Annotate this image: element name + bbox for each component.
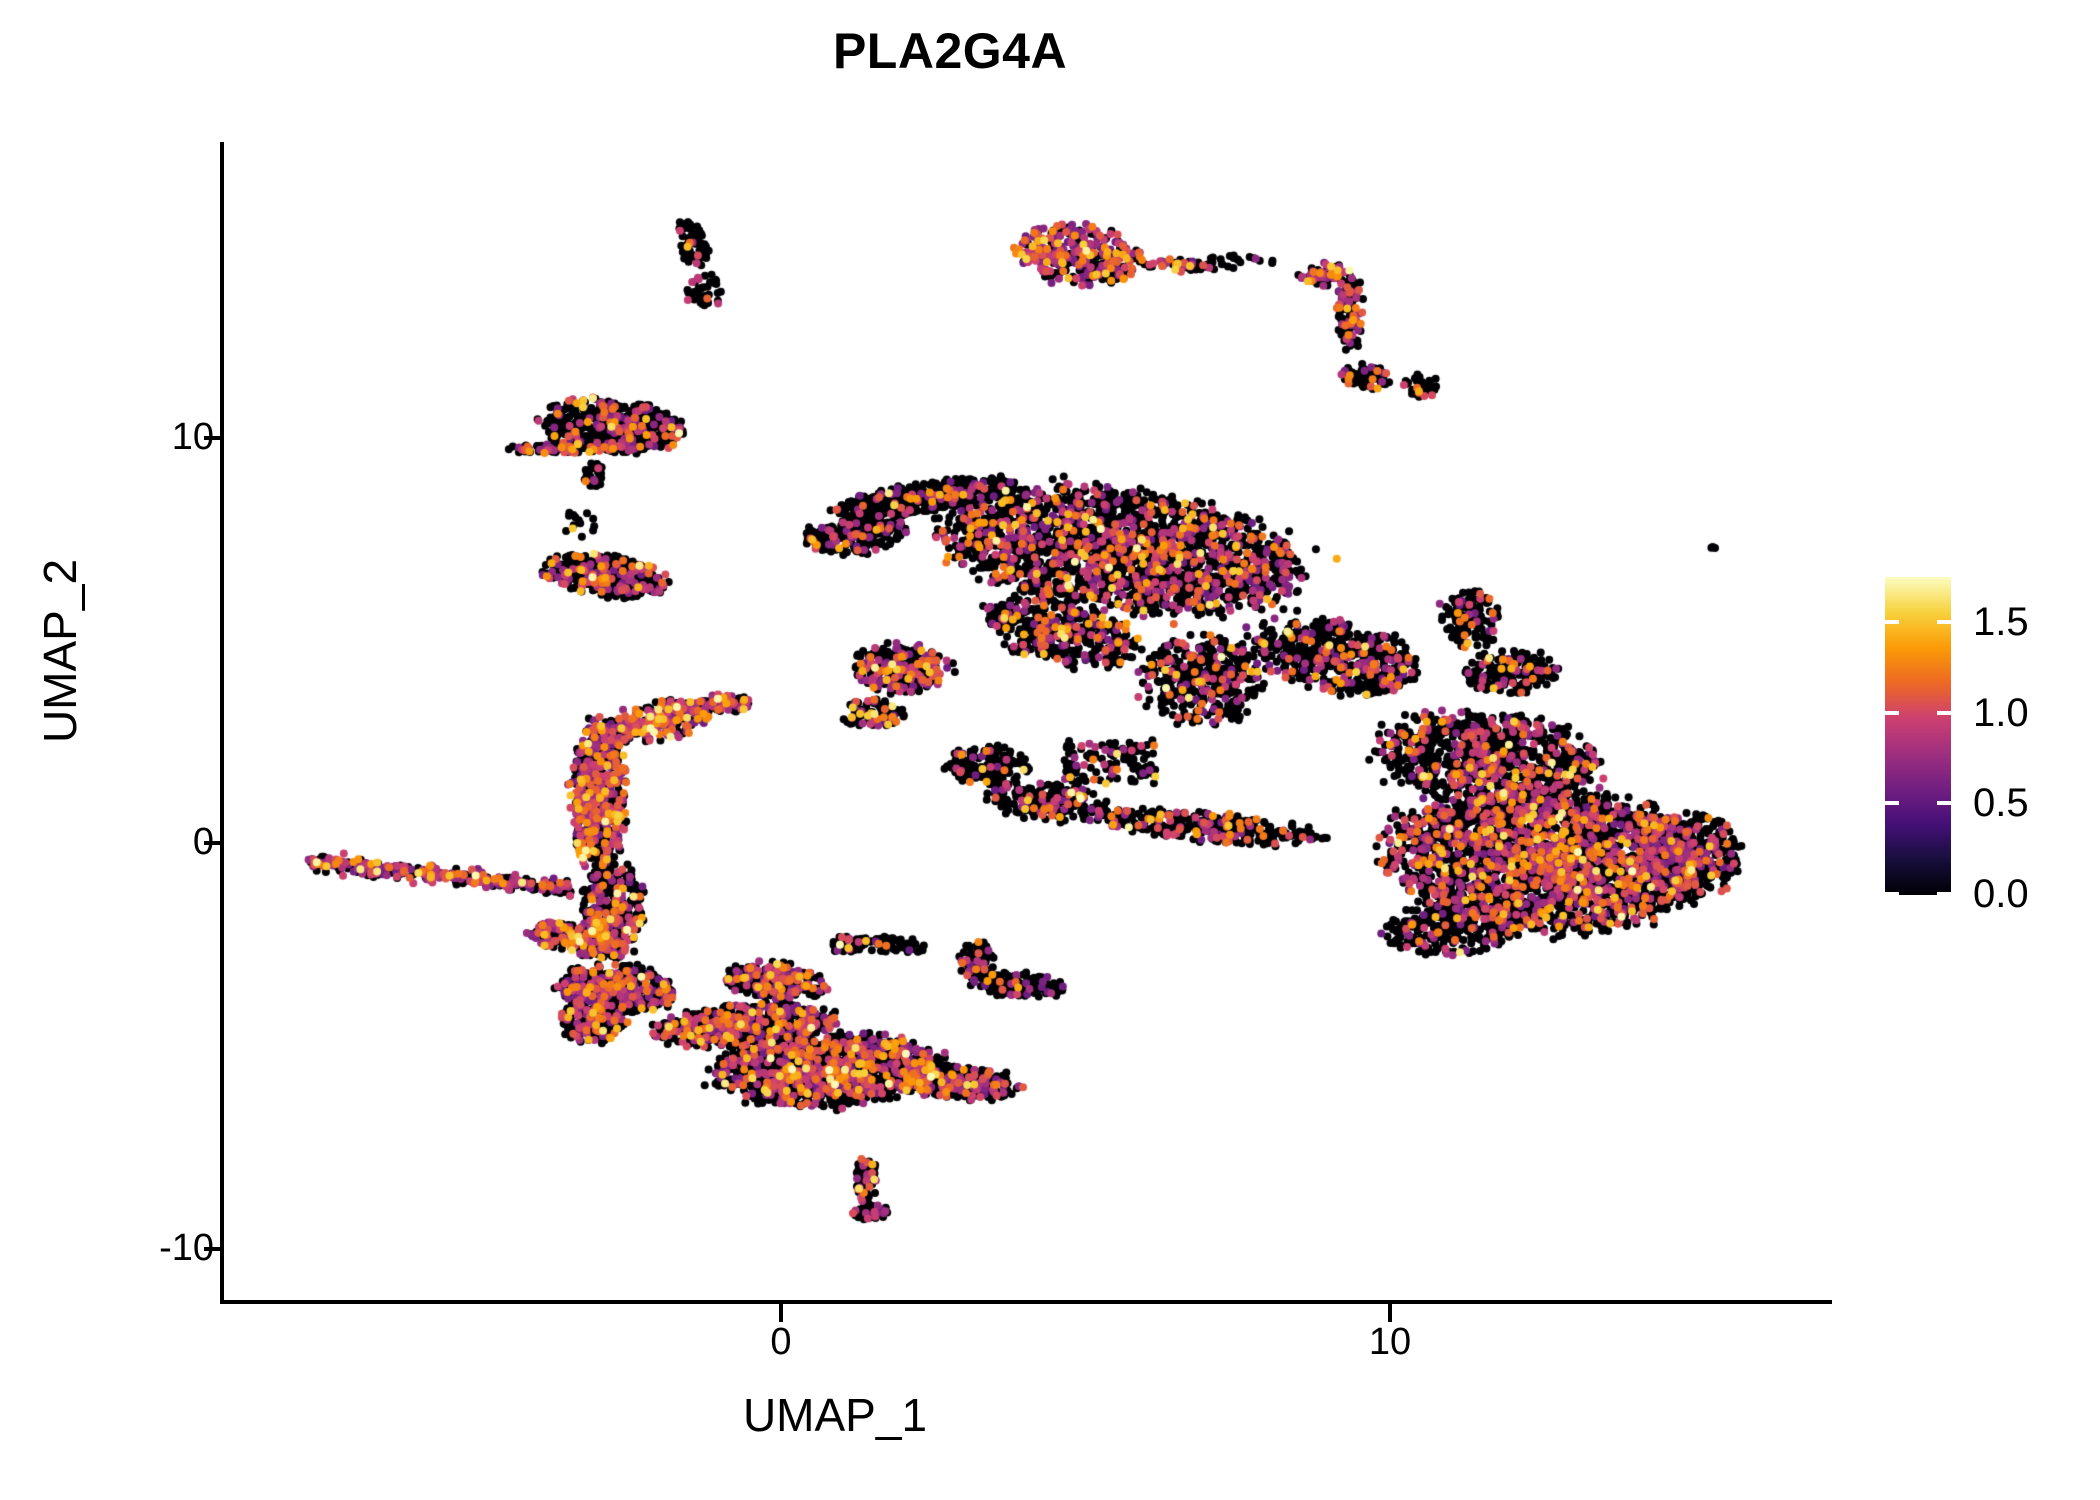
colorbar-tick-mark [1885,892,1951,896]
x-tick-label: 10 [1368,1321,1412,1363]
x-tick-mark [779,1304,783,1322]
y-tick-label: 0 [192,821,214,863]
colorbar-tick-label: 0.5 [1973,781,2029,825]
colorbar-tick-mark [1885,801,1951,805]
colorbar-tick-label: 1.0 [1973,691,2029,735]
x-axis-title-text: UMAP_1 [742,1389,928,1441]
colorbar-gradient [1885,577,1951,895]
y-tick-mark [204,435,222,440]
y-tick-label: -10 [159,1226,214,1269]
colorbar-tick-label: 0.0 [1973,872,2029,916]
x-tick-mark [1388,1304,1392,1322]
y-axis-line [220,142,224,1304]
x-tick-label: 0 [770,1321,792,1363]
x-axis-title: UMAP_1 [0,1388,2050,1442]
colorbar-tick-mark [1885,620,1951,624]
y-tick-mark [204,1246,222,1251]
y-tick-mark [204,841,222,845]
colorbar-tick-mark [1885,711,1951,715]
y-tick-label: 10 [171,415,214,458]
y-axis-title: UMAP_2 [34,558,86,744]
x-axis-line [220,1300,1832,1304]
colorbar-tick-label: 1.5 [1973,600,2029,644]
